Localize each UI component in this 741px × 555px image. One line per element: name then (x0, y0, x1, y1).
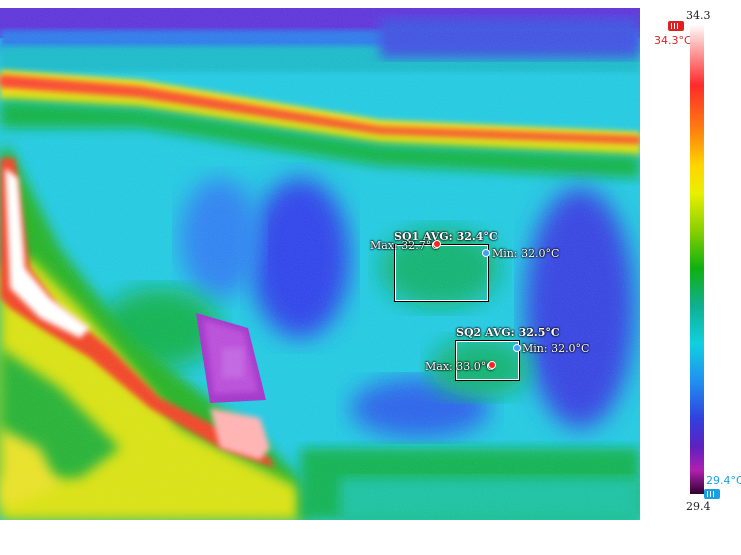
scale-min-battery-icon (704, 489, 720, 499)
roi-1-min-marker (482, 249, 490, 257)
thermal-scene (0, 8, 640, 520)
scale-min-value: 29.4 (686, 500, 711, 513)
temperature-scale-bar (690, 24, 704, 494)
scale-max-marker: 34.3°C (654, 34, 692, 47)
roi-2-box[interactable] (455, 340, 520, 381)
roi-2-min-label: Min: 32.0°C (522, 342, 590, 355)
scale-min-marker: 29.4°C (706, 474, 741, 487)
roi-1-title: SQ1 AVG: 32.4°C (394, 230, 498, 243)
roi-2-title: SQ2 AVG: 32.5°C (456, 326, 560, 339)
roi-2-max-label: Max: 33.0°C (425, 360, 495, 373)
scale-max-battery-icon (668, 21, 684, 31)
roi-1-box[interactable] (394, 244, 489, 302)
roi-1-max-label: Max: 32.7°C (370, 239, 440, 252)
roi-1-min-label: Min: 32.0°C (492, 247, 560, 260)
roi-1-max-marker (433, 240, 441, 248)
roi-2-max-marker (488, 361, 496, 369)
thermal-image (0, 8, 640, 520)
roi-2-min-marker (513, 344, 521, 352)
scale-max-value: 34.3 (686, 9, 711, 22)
